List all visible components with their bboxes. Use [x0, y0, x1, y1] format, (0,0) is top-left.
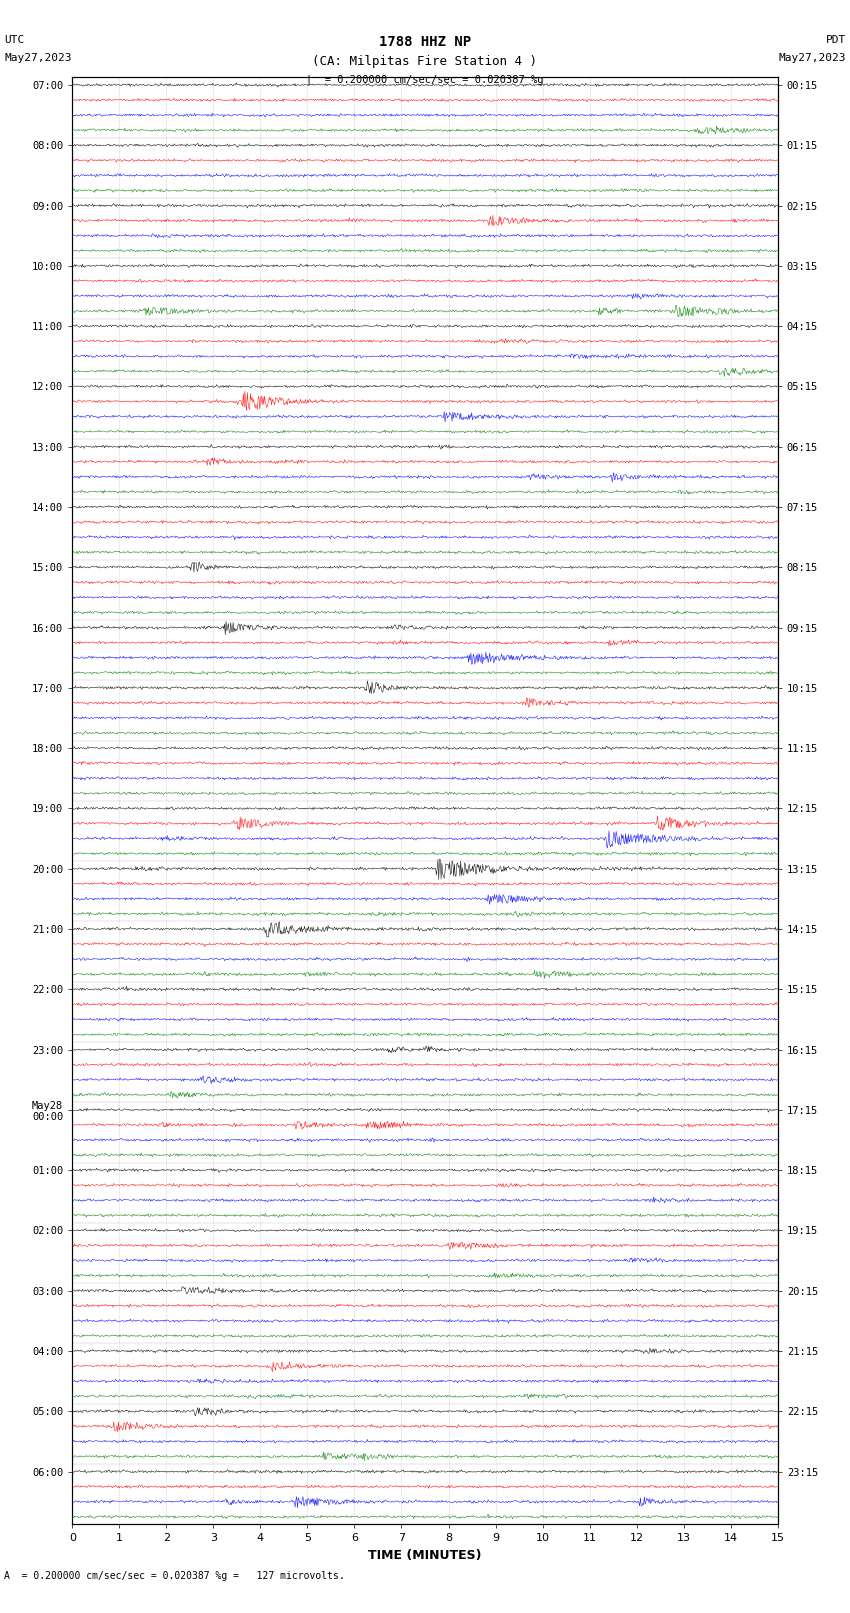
- Text: (CA: Milpitas Fire Station 4 ): (CA: Milpitas Fire Station 4 ): [313, 55, 537, 68]
- Text: A  = 0.200000 cm/sec/sec = 0.020387 %g =   127 microvolts.: A = 0.200000 cm/sec/sec = 0.020387 %g = …: [4, 1571, 345, 1581]
- Text: |  = 0.200000 cm/sec/sec = 0.020387 %g: | = 0.200000 cm/sec/sec = 0.020387 %g: [306, 74, 544, 85]
- Text: May27,2023: May27,2023: [779, 53, 846, 63]
- Text: 1788 HHZ NP: 1788 HHZ NP: [379, 35, 471, 50]
- Text: UTC: UTC: [4, 35, 25, 45]
- Text: May27,2023: May27,2023: [4, 53, 71, 63]
- X-axis label: TIME (MINUTES): TIME (MINUTES): [368, 1548, 482, 1561]
- Text: PDT: PDT: [825, 35, 846, 45]
